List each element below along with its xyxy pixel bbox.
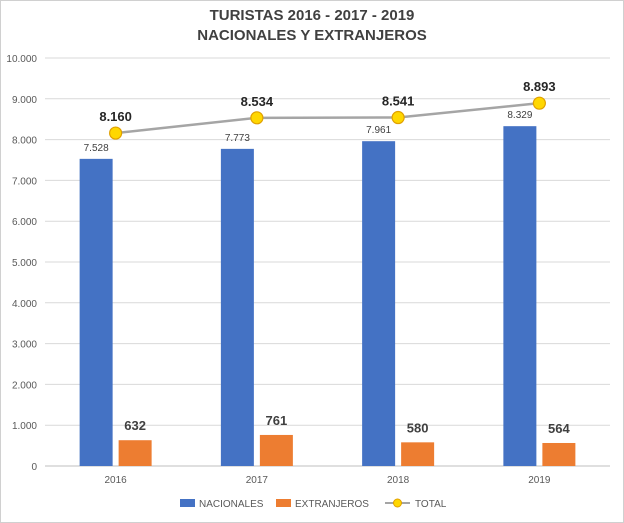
y-tick-label-2: 2.000	[12, 380, 37, 391]
label-extranjeros-2017: 761	[266, 413, 288, 428]
y-tick-label-5: 5.000	[12, 258, 37, 269]
legend-swatch-nacionales	[180, 499, 195, 507]
legend-label-nacionales: NACIONALES	[199, 499, 264, 510]
y-tick-label-7: 7.000	[12, 176, 37, 187]
legend-marker-total	[393, 498, 402, 508]
label-nacionales-2019: 8.329	[507, 110, 532, 121]
y-tick-label-9: 9.000	[12, 95, 37, 106]
label-extranjeros-2018: 580	[407, 420, 429, 435]
label-total-2016: 8.160	[99, 109, 132, 124]
label-extranjeros-2016: 632	[124, 418, 146, 433]
total-marker-2018	[391, 110, 405, 125]
bar-nacionales-2016	[79, 158, 113, 466]
label-nacionales-2016: 7.528	[84, 143, 109, 154]
x-tick-label-2017: 2017	[246, 475, 269, 486]
y-tick-label-10: 10.000	[6, 54, 37, 65]
y-tick-label-6: 6.000	[12, 217, 37, 228]
x-tick-label-2016: 2016	[105, 475, 128, 486]
legend-label-total: TOTAL	[415, 499, 447, 510]
x-tick-label-2018: 2018	[387, 475, 410, 486]
bar-extranjeros-2018	[401, 442, 435, 466]
bar-extranjeros-2016	[118, 440, 152, 466]
chart-title-line-2: NACIONALES Y EXTRANJEROS	[197, 27, 427, 44]
y-tick-label-1: 1.000	[12, 421, 37, 432]
total-marker-2017	[250, 111, 264, 125]
chart-title-line-1: TURISTAS 2016 - 2017 - 2019	[209, 7, 415, 24]
total-marker-2019	[532, 96, 546, 110]
legend-label-extranjeros: EXTRANJEROS	[295, 499, 369, 510]
label-extranjeros-2019: 564	[548, 421, 570, 436]
label-total-2019: 8.893	[523, 79, 556, 94]
y-tick-label-3: 3.000	[12, 340, 37, 351]
y-tick-label-0: 0	[31, 462, 37, 473]
y-tick-label-4: 4.000	[12, 299, 37, 310]
label-nacionales-2017: 7.773	[225, 133, 250, 144]
x-tick-label-2019: 2019	[528, 475, 551, 486]
bar-nacionales-2018	[362, 141, 396, 466]
label-total-2017: 8.534	[241, 94, 274, 109]
label-total-2018: 8.541	[382, 94, 415, 109]
bar-nacionales-2017	[220, 148, 254, 466]
chart-title: TURISTAS 2016 - 2017 - 2019 NACIONALES Y…	[0, 6, 624, 46]
label-nacionales-2018: 7.961	[366, 125, 391, 136]
y-tick-label-8: 8.000	[12, 136, 37, 147]
bar-extranjeros-2017	[259, 434, 293, 466]
legend-swatch-extranjeros	[276, 499, 291, 507]
total-marker-2016	[109, 126, 123, 140]
total-series-line	[115, 101, 540, 135]
bar-extranjeros-2019	[542, 442, 576, 466]
bar-nacionales-2019	[503, 126, 537, 466]
